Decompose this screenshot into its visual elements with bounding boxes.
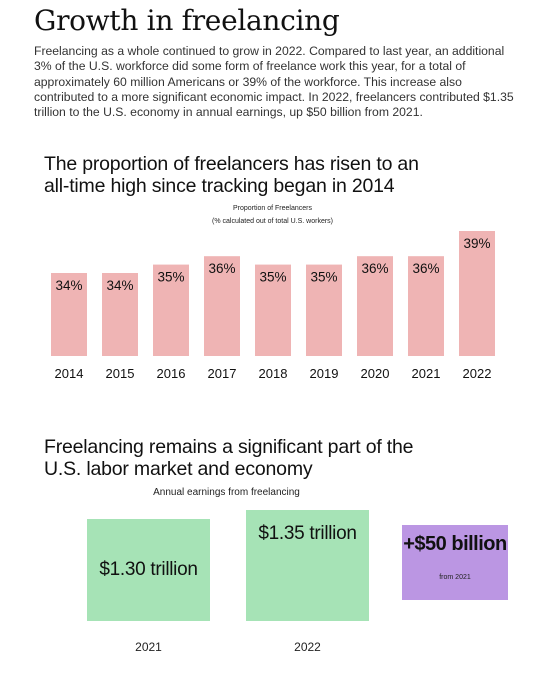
earnings-label-2022: $1.35 trillion — [258, 523, 357, 544]
bar-2015 — [102, 273, 138, 356]
data-label-2022: 39% — [463, 236, 490, 251]
tick-label-2014: 2014 — [55, 366, 84, 381]
data-label-2020: 36% — [361, 261, 388, 276]
data-label-2017: 36% — [208, 261, 235, 276]
earnings-year-2022: 2022 — [294, 640, 321, 654]
tick-label-2021: 2021 — [412, 366, 441, 381]
earnings-difference-value: +$50 billion — [403, 533, 507, 555]
bar-2014 — [51, 273, 87, 356]
tick-label-2016: 2016 — [157, 366, 186, 381]
tick-label-2022: 2022 — [463, 366, 492, 381]
page-title: Growth in freelancing — [34, 4, 340, 37]
section-heading-earnings: Freelancing remains a significant part o… — [44, 436, 414, 480]
earnings-difference-note: from 2021 — [439, 574, 471, 581]
data-label-2019: 35% — [310, 270, 337, 285]
earnings-label-2021: $1.30 trillion — [99, 559, 198, 580]
chart-title: Proportion of Freelancers — [233, 205, 312, 212]
data-label-2015: 34% — [106, 278, 133, 293]
data-label-2016: 35% — [157, 270, 184, 285]
bar-2021 — [408, 256, 444, 356]
proportion-bar-chart: 34% 2014 34% 2015 35% 2016 36% 2017 35% 2018 35% 20… — [51, 231, 495, 381]
earnings-year-2021: 2021 — [135, 640, 162, 654]
earnings-chart-title: Annual earnings from freelancing — [153, 487, 300, 498]
intro-paragraph: Freelancing as a whole continued to grow… — [34, 44, 514, 120]
tick-label-2018: 2018 — [259, 366, 288, 381]
earnings-difference-box: +$50 billion from 2021 — [402, 525, 508, 600]
bar-2016 — [153, 264, 189, 356]
tick-label-2019: 2019 — [310, 366, 339, 381]
section-heading-proportion: The proportion of freelancers has risen … — [44, 153, 419, 197]
tick-label-2017: 2017 — [208, 366, 237, 381]
earnings-box-2022: $1.35 trillion — [246, 510, 369, 621]
chart-subtitle: (% calculated out of total U.S. workers) — [212, 218, 333, 225]
data-label-2021: 36% — [412, 261, 439, 276]
bar-2022 — [459, 231, 495, 356]
bar-2017 — [204, 256, 240, 356]
bar-2020 — [357, 256, 393, 356]
bar-2019 — [306, 264, 342, 356]
tick-label-2020: 2020 — [361, 366, 390, 381]
bar-2018 — [255, 264, 291, 356]
data-label-2018: 35% — [259, 270, 286, 285]
tick-label-2015: 2015 — [106, 366, 135, 381]
earnings-box-2021: $1.30 trillion — [87, 519, 210, 621]
data-label-2014: 34% — [55, 278, 82, 293]
